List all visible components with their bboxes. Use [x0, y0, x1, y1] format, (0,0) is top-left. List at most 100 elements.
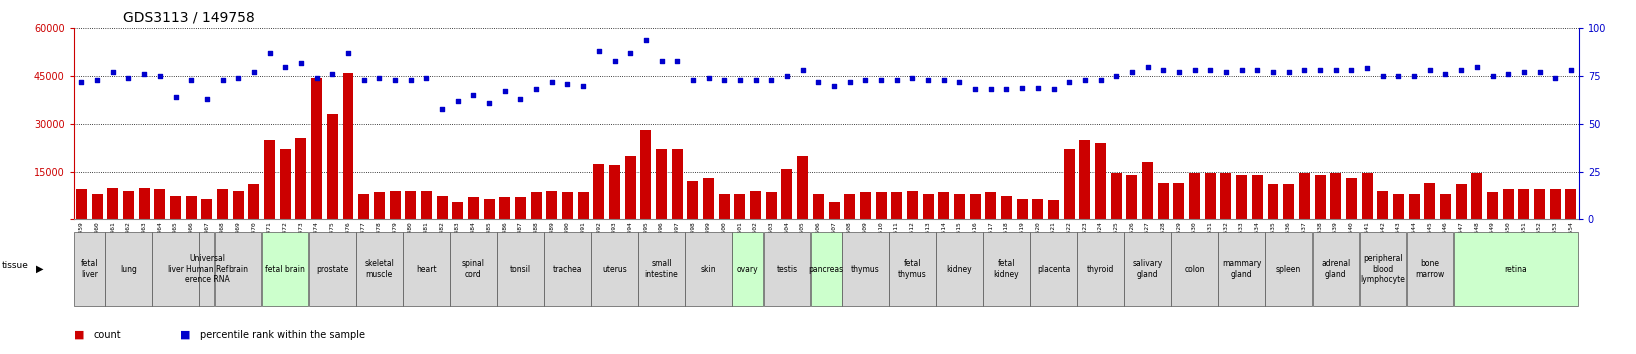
Point: [366, 75, 393, 81]
Text: count: count: [93, 330, 121, 340]
Point: [319, 72, 345, 77]
Point: [712, 77, 738, 83]
Point: [726, 77, 753, 83]
Bar: [170, 195, 182, 219]
Bar: [1124, 232, 1171, 307]
Point: [1057, 79, 1083, 85]
Bar: [1078, 232, 1124, 307]
Point: [1400, 73, 1427, 79]
Point: [69, 79, 95, 85]
Point: [116, 75, 142, 81]
Point: [100, 69, 126, 75]
Text: thymus: thymus: [851, 264, 880, 274]
Bar: [1315, 175, 1325, 219]
Bar: [263, 140, 275, 219]
Point: [648, 58, 674, 64]
Text: retina: retina: [1505, 264, 1528, 274]
Point: [757, 77, 784, 83]
Bar: [450, 232, 497, 307]
Point: [664, 58, 690, 64]
Bar: [1454, 232, 1579, 307]
Text: fetal
liver: fetal liver: [80, 259, 98, 279]
Point: [1448, 68, 1474, 73]
Point: [602, 58, 628, 64]
Point: [1464, 64, 1490, 69]
Text: uterus: uterus: [602, 264, 627, 274]
Point: [1103, 73, 1129, 79]
Bar: [1173, 183, 1184, 219]
Bar: [123, 191, 134, 219]
Bar: [262, 232, 309, 307]
Bar: [499, 197, 510, 219]
Point: [915, 77, 941, 83]
Point: [1088, 77, 1114, 83]
Bar: [1330, 173, 1342, 219]
Text: trachea: trachea: [553, 264, 582, 274]
Bar: [1219, 232, 1265, 307]
Bar: [92, 194, 103, 219]
Bar: [685, 232, 731, 307]
Point: [1260, 69, 1286, 75]
Bar: [656, 149, 667, 219]
Point: [1557, 68, 1584, 73]
Bar: [468, 197, 479, 219]
Bar: [797, 156, 808, 219]
Text: ovary: ovary: [736, 264, 759, 274]
Point: [1510, 69, 1536, 75]
Bar: [1549, 189, 1561, 219]
Point: [1134, 64, 1160, 69]
Bar: [309, 232, 355, 307]
Bar: [375, 193, 384, 219]
Point: [946, 79, 972, 85]
Bar: [906, 191, 918, 219]
Text: peripheral
blood
lymphocyte: peripheral blood lymphocyte: [1360, 254, 1405, 284]
Bar: [591, 232, 638, 307]
Bar: [578, 193, 589, 219]
Text: mammary
gland: mammary gland: [1222, 259, 1261, 279]
Bar: [214, 232, 262, 307]
Bar: [1471, 173, 1482, 219]
Point: [335, 50, 362, 56]
Point: [1417, 68, 1443, 73]
Point: [836, 79, 862, 85]
Point: [883, 77, 910, 83]
Bar: [1566, 189, 1577, 219]
Text: kidney: kidney: [947, 264, 972, 274]
Point: [1072, 77, 1098, 83]
Text: fetal
kidney: fetal kidney: [993, 259, 1019, 279]
Point: [1291, 68, 1317, 73]
Bar: [844, 194, 856, 219]
Bar: [1425, 183, 1435, 219]
Point: [931, 77, 957, 83]
Bar: [983, 232, 1029, 307]
Bar: [1063, 149, 1075, 219]
Bar: [327, 114, 337, 219]
Text: liver: liver: [167, 264, 183, 274]
Point: [1166, 69, 1193, 75]
Point: [1245, 68, 1271, 73]
Bar: [1001, 195, 1013, 219]
Bar: [625, 156, 636, 219]
Text: skeletal
muscle: skeletal muscle: [365, 259, 394, 279]
Point: [1119, 69, 1145, 75]
Bar: [1049, 200, 1058, 219]
Text: pancreas: pancreas: [808, 264, 844, 274]
Bar: [497, 232, 543, 307]
Point: [978, 87, 1005, 92]
Text: small
intestine: small intestine: [645, 259, 679, 279]
Bar: [1503, 189, 1513, 219]
Point: [492, 88, 519, 94]
Point: [178, 77, 204, 83]
Point: [569, 83, 596, 88]
Point: [429, 106, 455, 112]
Bar: [1080, 140, 1090, 219]
Bar: [232, 191, 244, 219]
Bar: [530, 193, 542, 219]
Bar: [218, 189, 227, 219]
Text: prostate: prostate: [316, 264, 348, 274]
Point: [209, 77, 236, 83]
Bar: [1252, 175, 1263, 219]
Point: [288, 60, 314, 65]
Bar: [563, 193, 573, 219]
Text: spinal
cord: spinal cord: [461, 259, 484, 279]
